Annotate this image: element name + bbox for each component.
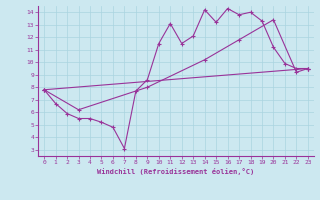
X-axis label: Windchill (Refroidissement éolien,°C): Windchill (Refroidissement éolien,°C) — [97, 168, 255, 175]
